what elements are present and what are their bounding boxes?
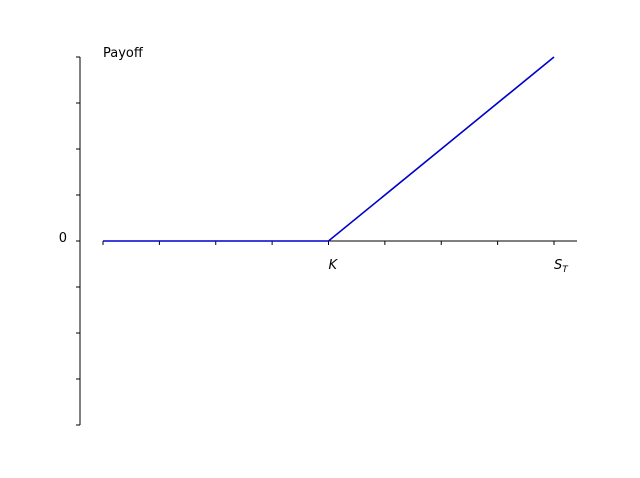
y-tick-label: 0: [59, 231, 67, 246]
chart-marks: [103, 56, 555, 242]
y-axis-label: Payoff: [103, 46, 144, 61]
x-tick-label: ST: [554, 258, 569, 275]
payoff-line: [103, 56, 555, 242]
x-tick-label: K: [329, 258, 339, 273]
